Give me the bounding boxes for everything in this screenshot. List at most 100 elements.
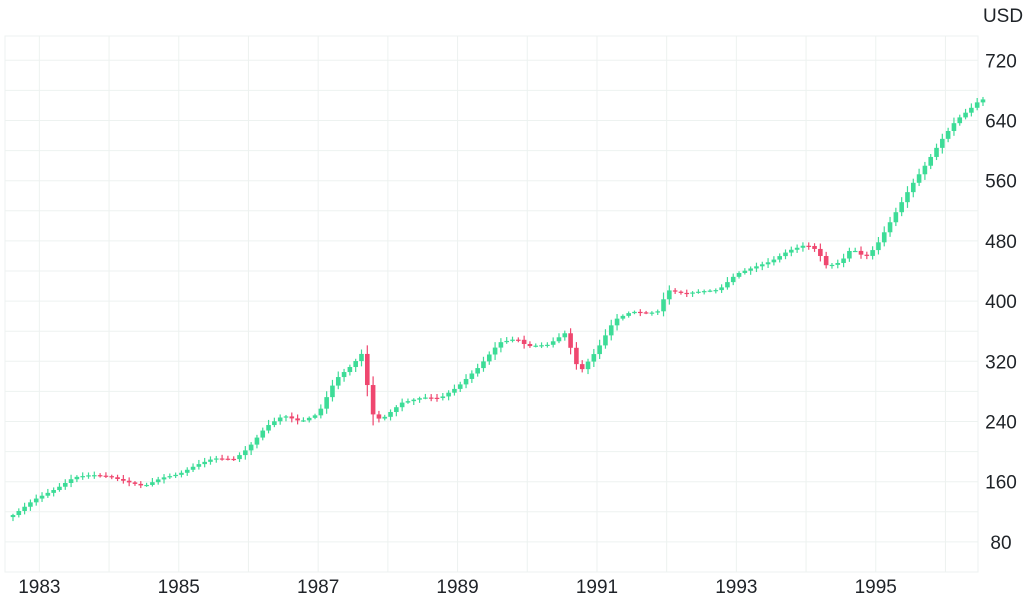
candle-up <box>899 202 904 213</box>
candle-up <box>719 287 724 291</box>
candle-up <box>562 333 568 338</box>
candle-up <box>725 282 730 288</box>
candle-down <box>864 254 870 256</box>
candle-up <box>951 123 957 132</box>
y-tick-label: 480 <box>985 232 1017 253</box>
candle-up <box>301 420 306 422</box>
candle-up <box>243 450 248 456</box>
y-axis-unit-label: USD <box>983 6 1023 27</box>
y-tick-label: 160 <box>985 473 1017 494</box>
candle-up <box>208 459 213 462</box>
candle-up <box>347 367 353 373</box>
candle-up <box>254 437 260 445</box>
candle-up <box>33 498 39 503</box>
candle-down <box>376 414 382 419</box>
candle-up <box>382 416 388 419</box>
x-tick-label: 1987 <box>297 577 339 598</box>
candle-up <box>92 475 97 477</box>
candle-up <box>852 250 858 253</box>
candle-up <box>649 312 655 314</box>
candle-up <box>713 290 719 292</box>
candle-up <box>283 416 289 418</box>
candle-up <box>161 477 167 480</box>
candle-up <box>481 361 486 369</box>
candle-up <box>272 421 277 426</box>
plot-frame <box>4 35 979 573</box>
candle-up <box>423 397 428 399</box>
candle-up <box>22 506 27 511</box>
candle-up <box>510 339 515 341</box>
candle-down <box>295 418 300 421</box>
candle-down <box>806 245 812 247</box>
x-tick-label: 1991 <box>576 577 618 598</box>
candle-up <box>504 340 510 343</box>
candle-up <box>916 174 922 183</box>
candle-up <box>353 361 358 368</box>
candle-up <box>318 408 324 416</box>
candle-up <box>556 337 562 342</box>
candle-up <box>603 335 608 346</box>
candle-up <box>789 249 794 253</box>
candle-down <box>121 478 126 481</box>
candle-up <box>184 469 190 473</box>
candle-up <box>876 242 881 251</box>
candle-up <box>794 247 800 250</box>
candle-up <box>411 399 417 402</box>
candle-down <box>672 290 678 292</box>
candle-up <box>533 345 539 347</box>
candle-up <box>173 474 178 477</box>
candle-up <box>614 318 620 326</box>
candle-up <box>754 266 759 269</box>
candle-up <box>144 484 149 487</box>
candle-up <box>893 212 899 223</box>
candle-up <box>539 345 544 347</box>
candle-up <box>213 458 219 460</box>
candle-up <box>179 472 184 475</box>
candle-up <box>759 264 765 267</box>
candle-up <box>312 415 318 418</box>
candle-up <box>457 384 463 389</box>
candle-up <box>980 99 986 103</box>
candle-up <box>841 258 846 263</box>
y-tick-label: 640 <box>985 112 1017 133</box>
candle-up <box>847 250 852 259</box>
candle-up <box>341 372 347 378</box>
candle-up <box>545 344 550 347</box>
candle-up <box>765 262 771 265</box>
candle-up <box>150 482 155 485</box>
candle-down <box>434 397 440 399</box>
candle-up <box>405 401 411 403</box>
candle-down <box>678 291 684 293</box>
candle-down <box>527 343 533 347</box>
candle-down <box>428 397 434 399</box>
candle-down <box>225 458 231 460</box>
candle-down <box>126 480 132 483</box>
candle-up <box>62 482 68 487</box>
candle-down <box>818 248 823 257</box>
candle-up <box>783 252 788 257</box>
candle-down <box>289 416 295 419</box>
candle-down <box>103 475 109 477</box>
candle-up <box>910 182 916 193</box>
candle-up <box>10 515 16 518</box>
candle-down <box>579 364 585 370</box>
candle-up <box>74 476 80 480</box>
candle-up <box>196 464 202 467</box>
y-axis: 80 160 240 320 400 480 560 640 720 <box>985 51 1017 554</box>
x-axis: 1983 1985 1987 1989 1991 1993 1995 <box>18 577 897 598</box>
candle-up <box>771 259 777 263</box>
candle-up <box>324 397 329 409</box>
candle-down <box>365 353 370 386</box>
candle-up <box>887 222 893 233</box>
candle-up <box>696 291 701 293</box>
candle-up <box>190 466 196 470</box>
candle-up <box>155 479 161 483</box>
candle-up <box>469 373 475 379</box>
candle-up <box>707 290 713 292</box>
candle-up <box>399 402 405 408</box>
candle-up <box>394 407 399 413</box>
candle-up <box>667 290 672 300</box>
candle-up <box>969 107 974 113</box>
candle-up <box>486 354 492 362</box>
candle-down <box>97 475 103 477</box>
